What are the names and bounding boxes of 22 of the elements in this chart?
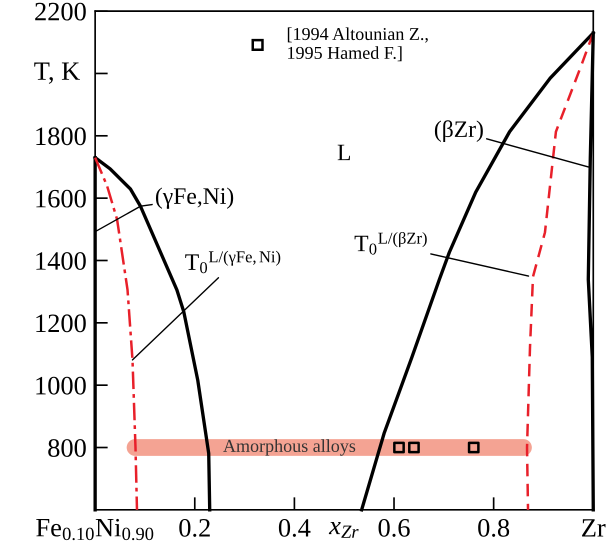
series-label: Amorphous alloys (223, 439, 356, 456)
x-tick-label: Fe$_{0.10}$Ni$_{0.90}$ (36, 518, 154, 540)
y-tick-label: 1600 (36, 190, 86, 208)
x-tick-label: Zr (582, 519, 606, 536)
annotation: L (338, 144, 350, 160)
x-tick-label: 0.4 (278, 518, 310, 537)
x-tick-label: 0.2 (179, 518, 210, 537)
y-tick-label: 1200 (36, 314, 86, 332)
y-tick-label: 1800 (36, 127, 86, 146)
y-tick-label: 800 (48, 439, 86, 457)
annotation: T$_{0}$$^{L/(γFe,Ni)}$ (185, 250, 280, 274)
annotation: (βZr) (434, 120, 483, 142)
x-tick-label: 0.8 (478, 518, 510, 537)
y-tick-label: 2200 (35, 2, 86, 21)
y-axis-title: T, K (34, 62, 80, 84)
y-tick-label: 1400 (36, 252, 86, 270)
y-tick-label: 1000 (36, 376, 86, 395)
x-axis-title: x$_{Zr}$ (328, 522, 359, 538)
legend-label: [1994 Altounian Z., 1995 Hamed F.] (288, 27, 428, 62)
annotation: T$_{0}$$^{L/(βZr)}$ (354, 232, 427, 255)
annotation: (γFe,Ni) (156, 187, 234, 209)
x-tick-label: 0.6 (378, 518, 410, 537)
